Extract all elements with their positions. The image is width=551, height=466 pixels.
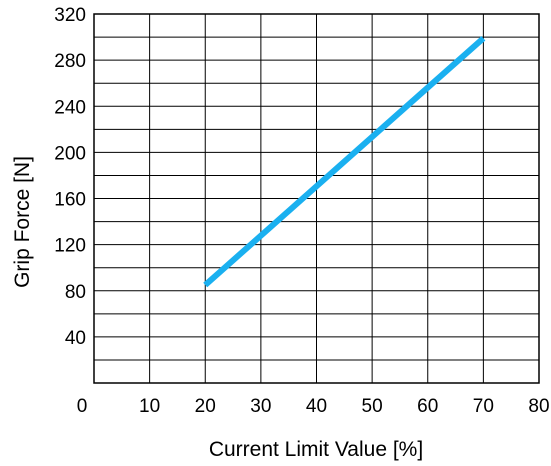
x-tick-label: 50	[362, 396, 383, 417]
series-line	[203, 35, 486, 288]
x-tick-label: 40	[306, 396, 327, 417]
x-tick-label: 60	[417, 396, 438, 417]
x-tick-label: 70	[473, 396, 494, 417]
y-tick-labels: 40 80 120 160 200 240 280 320	[54, 5, 86, 349]
y-tick-label: 320	[54, 5, 86, 26]
y-tick-label: 80	[65, 282, 86, 303]
y-tick-label: 200	[54, 143, 86, 164]
y-axis-label: Grip Force [N]	[11, 156, 34, 288]
x-tick-label: 0	[77, 396, 88, 417]
y-tick-label: 160	[54, 190, 86, 211]
y-tick-label: 280	[54, 51, 86, 72]
y-tick-label: 40	[65, 328, 86, 349]
x-axis-label: Current Limit Value [%]	[209, 438, 423, 461]
y-tick-label: 120	[54, 236, 86, 257]
x-tick-label: 80	[528, 396, 549, 417]
x-tick-label: 30	[250, 396, 271, 417]
series-group	[203, 35, 486, 288]
x-tick-label: 20	[195, 396, 216, 417]
x-tick-labels: 0 10 20 30 40 50 60 70 80	[77, 396, 550, 417]
plot-area	[93, 13, 540, 384]
x-tick-label: 10	[139, 396, 160, 417]
y-tick-label: 240	[54, 97, 86, 118]
grid-lines	[94, 14, 539, 383]
